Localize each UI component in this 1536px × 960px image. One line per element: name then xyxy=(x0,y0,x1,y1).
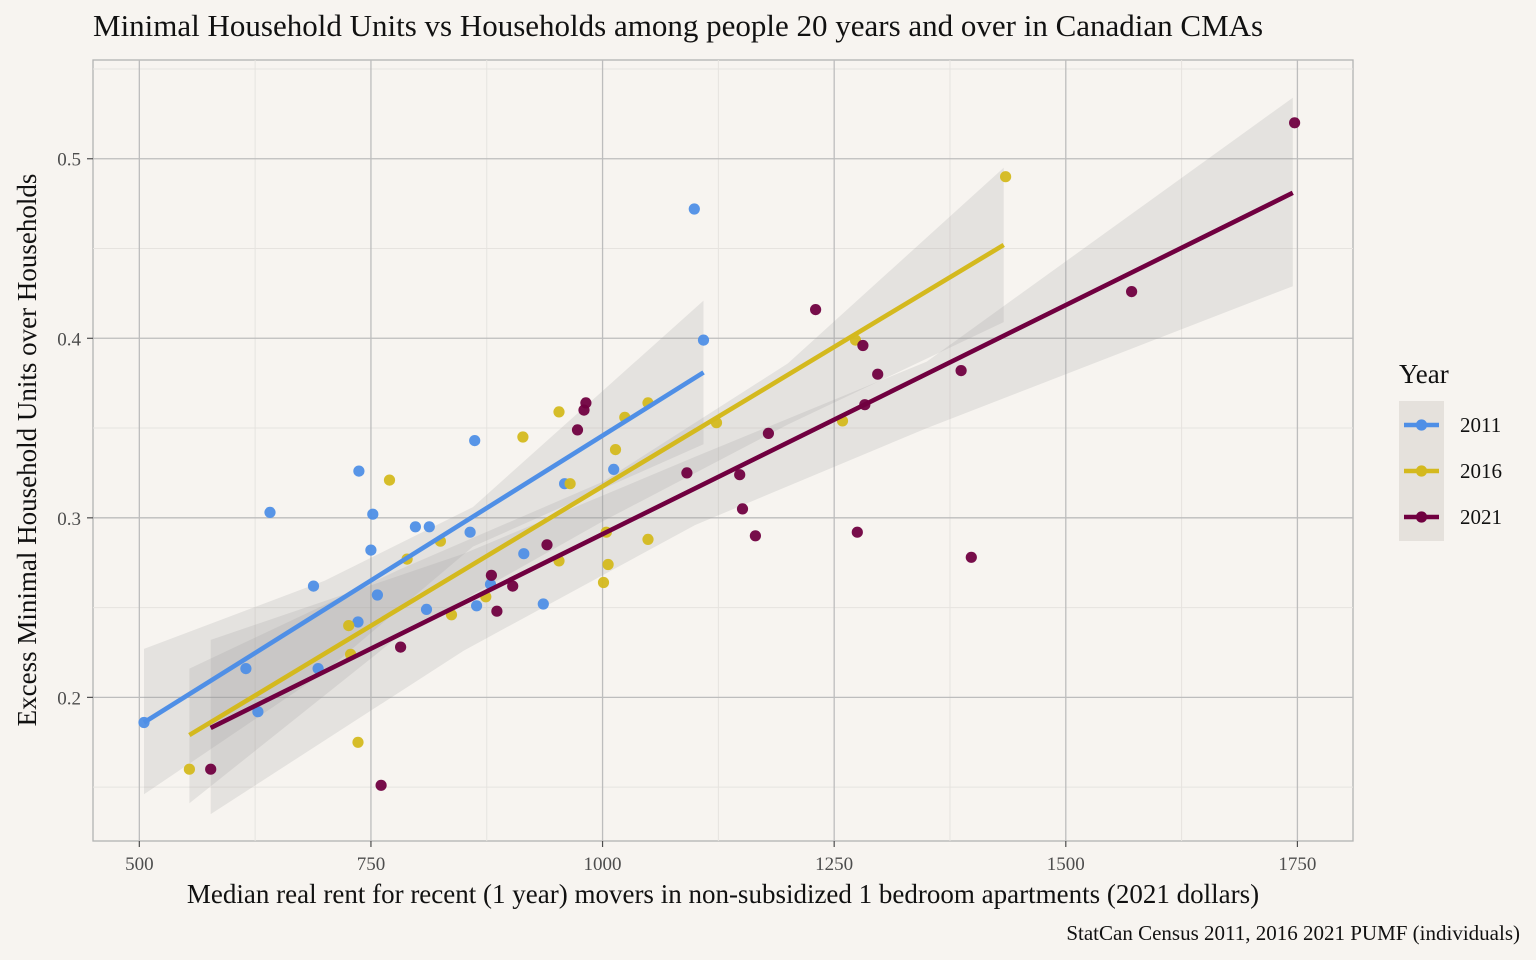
data-point-2021 xyxy=(734,469,746,481)
data-point-2021 xyxy=(375,779,387,791)
data-point-2016 xyxy=(343,620,355,632)
data-point-2011 xyxy=(252,706,264,718)
fit-line-2011 xyxy=(142,370,705,725)
chart-caption: StatCan Census 2011, 2016 2021 PUMF (ind… xyxy=(1066,921,1520,945)
data-point-2021 xyxy=(205,763,217,775)
data-point-2011 xyxy=(367,508,379,520)
data-point-2016 xyxy=(642,533,654,546)
data-point-2016 xyxy=(564,478,576,490)
data-point-2021 xyxy=(1126,286,1138,298)
x-axis-ticks: 500 750 1000 1250 1500 1750 xyxy=(125,841,1316,875)
legend-key-point-2011 xyxy=(1415,419,1428,431)
x-axis-label: Median real rent for recent (1 year) mov… xyxy=(187,879,1259,909)
data-point-2011 xyxy=(464,526,476,538)
data-point-2011 xyxy=(471,600,483,612)
legend-label-2016: 2016 xyxy=(1460,459,1502,483)
data-point-2016 xyxy=(597,576,610,589)
data-point-2011 xyxy=(240,663,252,675)
legend-title: Year xyxy=(1399,359,1449,389)
data-point-2011 xyxy=(423,521,435,533)
data-point-2021 xyxy=(580,397,592,409)
data-point-2016 xyxy=(517,431,529,443)
y-axis-ticks: 0.2 0.3 0.4 0.5 xyxy=(57,150,93,709)
fit-line-2016 xyxy=(188,242,1005,738)
legend: Year 2011 2016 2021 xyxy=(1399,359,1502,541)
data-point-2021 xyxy=(485,569,497,581)
data-point-2011 xyxy=(264,506,276,518)
y-axis-label: Excess Minimal Household Units over Hous… xyxy=(12,174,42,727)
chart-title: Minimal Household Units vs Households am… xyxy=(93,8,1263,43)
data-point-2021 xyxy=(1289,117,1301,129)
data-point-2021 xyxy=(736,503,749,515)
data-point-2011 xyxy=(307,580,320,592)
legend-key-point-2016 xyxy=(1415,465,1428,477)
data-point-2011 xyxy=(365,544,377,556)
x-tick-label: 500 xyxy=(125,854,154,875)
x-tick-label: 1000 xyxy=(584,854,622,875)
x-tick-label: 1750 xyxy=(1278,854,1316,875)
data-point-2011 xyxy=(688,203,700,215)
data-point-2016 xyxy=(553,406,565,418)
data-point-2016 xyxy=(352,736,364,748)
data-point-2021 xyxy=(851,526,863,538)
data-point-2011 xyxy=(371,589,383,601)
confidence-band-2021 xyxy=(210,97,1293,815)
y-tick-label: 0.2 xyxy=(57,688,81,709)
data-point-2021 xyxy=(872,368,884,380)
data-point-2011 xyxy=(353,465,365,477)
data-point-2021 xyxy=(810,304,822,316)
data-point-2011 xyxy=(697,334,710,346)
y-tick-label: 0.3 xyxy=(57,509,81,530)
data-point-2016 xyxy=(1000,171,1012,183)
legend-key-point-2021 xyxy=(1415,511,1428,523)
data-point-2021 xyxy=(955,365,967,377)
confidence-band-2016 xyxy=(189,167,1004,804)
x-tick-label: 1500 xyxy=(1047,854,1085,875)
data-point-2021 xyxy=(681,467,693,479)
data-point-2016 xyxy=(183,763,195,775)
data-point-2021 xyxy=(571,424,584,436)
fit-lines xyxy=(142,190,1294,738)
data-point-2021 xyxy=(491,605,503,617)
data-point-2021 xyxy=(541,539,553,551)
data-point-2021 xyxy=(857,339,869,352)
data-point-2021 xyxy=(395,641,407,653)
data-point-2011 xyxy=(537,598,549,610)
data-point-2011 xyxy=(518,548,530,560)
fit-line-2021 xyxy=(209,190,1294,730)
data-point-2011 xyxy=(469,435,481,447)
data-point-2016 xyxy=(609,444,622,456)
x-tick-label: 1250 xyxy=(815,854,853,875)
plot-panel xyxy=(92,59,1354,842)
data-point-2021 xyxy=(507,580,519,592)
legend-label-2011: 2011 xyxy=(1460,413,1501,437)
data-point-2021 xyxy=(749,530,762,542)
y-tick-label: 0.5 xyxy=(57,150,81,171)
y-tick-label: 0.4 xyxy=(57,329,81,350)
data-point-2011 xyxy=(409,521,421,533)
data-point-2016 xyxy=(602,558,614,571)
data-point-2011 xyxy=(420,603,433,616)
data-point-2011 xyxy=(352,616,364,628)
data-point-2016 xyxy=(383,474,396,486)
data-point-2021 xyxy=(965,551,977,563)
data-point-2011 xyxy=(608,463,620,475)
x-tick-label: 750 xyxy=(357,854,386,875)
legend-label-2021: 2021 xyxy=(1460,505,1502,529)
data-point-2021 xyxy=(762,427,775,439)
